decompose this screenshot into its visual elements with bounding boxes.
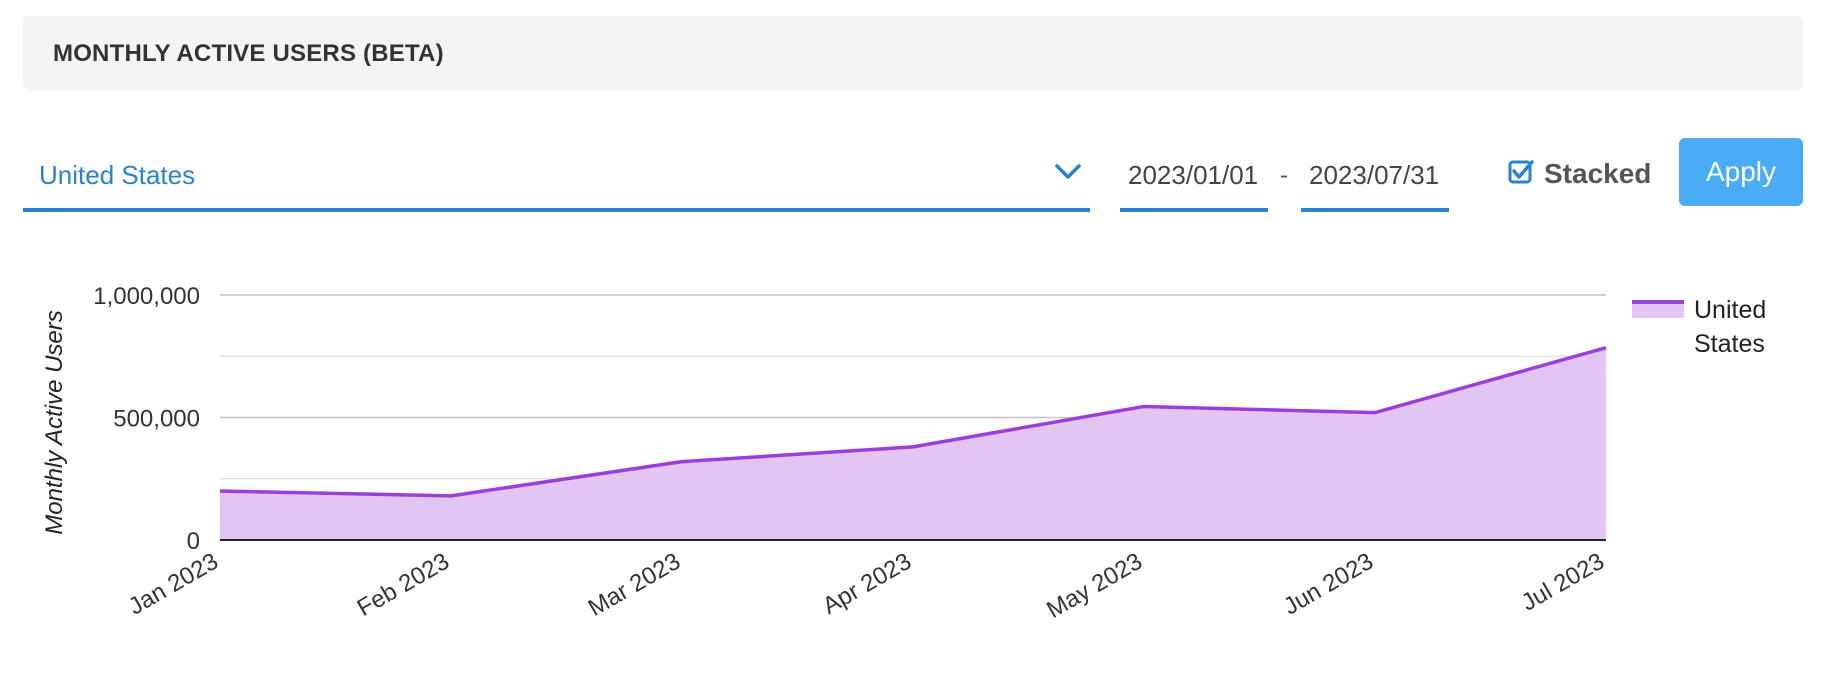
page-title: MONTHLY ACTIVE USERS (BETA): [53, 40, 444, 67]
x-tick-label: Apr 2023: [818, 548, 916, 620]
x-tick-label: Mar 2023: [584, 548, 685, 622]
chart-legend: United States: [1632, 293, 1784, 361]
end-date-input[interactable]: [1301, 148, 1449, 191]
x-tick-label: Jun 2023: [1279, 548, 1378, 621]
stacked-checkbox[interactable]: Stacked: [1508, 158, 1651, 190]
country-select-value: United States: [39, 160, 196, 190]
x-tick-label: Jan 2023: [124, 548, 223, 621]
x-tick-label: May 2023: [1042, 548, 1147, 624]
y-tick-label: 500,000: [113, 406, 200, 433]
x-tick-label: Jul 2023: [1517, 548, 1609, 617]
start-date-field[interactable]: [1120, 148, 1268, 212]
y-axis-title: Monthly Active Users: [41, 310, 68, 535]
x-tick-label: Feb 2023: [353, 548, 454, 622]
y-tick-label: 1,000,000: [93, 283, 200, 310]
mau-area-chart: 0 500,000 1,000,000 Jan 2023 Feb 2023 Mar 202…: [41, 283, 1609, 624]
start-date-input[interactable]: [1120, 148, 1268, 191]
end-date-field[interactable]: [1301, 148, 1449, 212]
y-tick-label: 0: [187, 528, 200, 555]
chevron-down-icon[interactable]: [1052, 156, 1084, 193]
apply-button[interactable]: Apply: [1679, 138, 1803, 206]
page-header: MONTHLY ACTIVE USERS (BETA): [23, 16, 1803, 90]
date-range-separator: -: [1280, 162, 1288, 189]
stacked-label: Stacked: [1544, 158, 1652, 189]
checkbox-checked-icon[interactable]: [1508, 159, 1534, 190]
legend-swatch: [1632, 300, 1684, 318]
country-select[interactable]: United States: [23, 148, 1090, 212]
legend-label: United States: [1694, 296, 1767, 358]
series-area: [220, 347, 1606, 540]
